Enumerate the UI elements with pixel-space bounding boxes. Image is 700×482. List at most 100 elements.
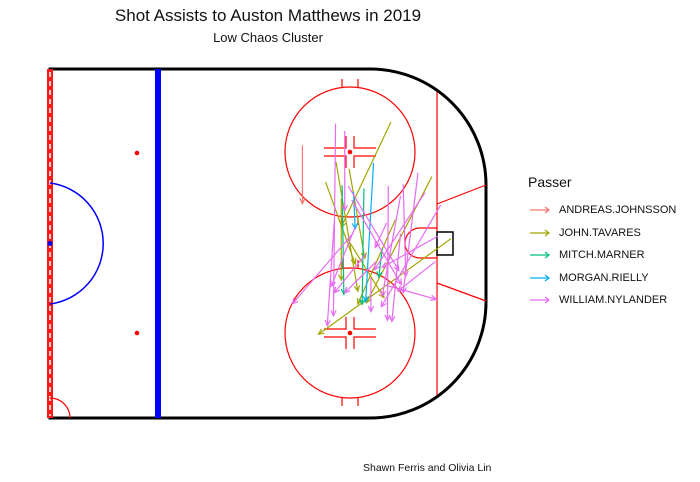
- hashmark-corner: [324, 317, 347, 330]
- assist-arrow: [291, 232, 354, 305]
- assist-arrowhead: [380, 300, 387, 308]
- assist-arrowhead: [299, 198, 306, 206]
- assist-arrowhead: [393, 264, 400, 272]
- legend-item[interactable]: ANDREAS.JOHNSSON: [528, 199, 676, 222]
- assist-arrow: [402, 172, 419, 293]
- assist-arrow: [380, 204, 442, 308]
- legend-item[interactable]: MORGAN.RIELLY: [528, 267, 676, 290]
- legend-key-arrow-icon: [530, 229, 550, 237]
- assist-arrow: [348, 168, 366, 259]
- hashmark-corner: [353, 317, 376, 330]
- legend-items: ANDREAS.JOHNSSON JOHN.TAVARES MITCH.MARNER…: [528, 199, 676, 312]
- neutral-zone-dot-top: [134, 150, 140, 156]
- hashmark-corner: [324, 336, 347, 349]
- assist-arrowhead: [324, 319, 331, 327]
- assist-arrow: [391, 233, 402, 322]
- assist-arrow: [381, 235, 439, 268]
- blue-line: [155, 69, 161, 418]
- legend: Passer ANDREAS.JOHNSSON JOHN.TAVARES MITCH…: [528, 174, 676, 312]
- faceoff-circle-top: [284, 86, 416, 218]
- legend-label: MITCH.MARNER: [559, 249, 645, 262]
- legend-item[interactable]: MITCH.MARNER: [528, 244, 676, 267]
- assist-arrow: [330, 226, 356, 287]
- assist-arrowhead: [396, 278, 403, 286]
- referee-crease: [49, 397, 71, 419]
- rink: [47, 67, 488, 420]
- faceoff-circle-bottom: [284, 267, 416, 399]
- faceoff-dot: [347, 149, 353, 155]
- assist-arrow: [344, 261, 377, 294]
- assist-arrowhead: [380, 290, 387, 298]
- legend-key-arrow-icon: [530, 206, 550, 214]
- assist-arrowhead: [350, 257, 357, 266]
- faceoff-hashmarks: [324, 79, 376, 406]
- assist-arrow: [381, 195, 402, 297]
- hashmark-corner: [324, 155, 347, 168]
- caption: Shawn Ferris and Olivia Lin: [363, 462, 492, 474]
- assist-arrow: [361, 188, 365, 305]
- assist-arrowhead: [362, 296, 370, 304]
- assist-arrow: [324, 181, 356, 265]
- assist-arrowhead: [330, 310, 337, 318]
- assist-arrowhead: [353, 285, 361, 293]
- assist-arrow: [351, 199, 402, 285]
- legend-key-arrow-icon: [530, 274, 550, 282]
- assist-arrow: [373, 192, 426, 271]
- goal-net: [436, 231, 454, 256]
- assist-arrow: [326, 221, 335, 326]
- assist-arrow: [340, 121, 392, 228]
- legend-key-arrow-icon: [530, 296, 550, 304]
- legend-item[interactable]: WILLIAM.NYLANDER: [528, 289, 676, 312]
- assist-arrow: [397, 261, 436, 292]
- assist-arrow: [335, 161, 359, 292]
- assist-arrow: [402, 184, 407, 277]
- rink-boards: [48, 67, 488, 420]
- legend-label: ANDREAS.JOHNSSON: [559, 204, 677, 217]
- trapezoid-top: [436, 184, 487, 205]
- faceoff-dot: [347, 330, 353, 336]
- assist-arrowhead: [384, 314, 391, 322]
- assist-arrowhead: [381, 262, 389, 268]
- assist-arrowhead: [365, 296, 372, 304]
- hashmark-corner: [353, 155, 376, 168]
- assist-arrow: [357, 219, 396, 305]
- assist-arrow: [378, 248, 383, 278]
- hashmark-corner: [353, 336, 376, 349]
- assist-arrow: [333, 253, 367, 294]
- assist-arrowhead: [341, 204, 348, 213]
- assist-arrowhead: [291, 297, 299, 305]
- assist-arrow: [374, 222, 388, 248]
- legend-label: MORGAN.RIELLY: [559, 271, 649, 284]
- center-faceoff-dot: [47, 241, 53, 246]
- assist-arrow: [346, 238, 385, 299]
- assist-arrow: [347, 185, 400, 271]
- hashmark-corner: [324, 136, 347, 149]
- assist-arrow: [352, 191, 356, 229]
- assist-arrow: [318, 238, 452, 335]
- assist-arrow: [341, 185, 345, 295]
- assist-arrowhead: [367, 305, 375, 314]
- assist-arrowhead: [317, 328, 325, 336]
- assist-arrowhead: [333, 286, 340, 294]
- trapezoid-bottom: [436, 282, 487, 302]
- assist-arrowhead: [430, 294, 438, 301]
- assist-arrowhead: [330, 280, 337, 288]
- assist-arrowhead: [359, 298, 366, 306]
- center-circle: [49, 182, 104, 305]
- assist-arrowhead: [351, 222, 359, 231]
- assist-arrowhead: [374, 241, 381, 249]
- neutral-zone-dot-bottom: [134, 330, 140, 336]
- assist-arrow: [365, 162, 375, 302]
- hashmark-corner: [353, 136, 376, 149]
- assist-arrowhead: [376, 271, 383, 279]
- legend-label: JOHN.TAVARES: [559, 226, 641, 239]
- assist-arrow: [386, 284, 437, 300]
- assist-arrowhead: [343, 286, 351, 294]
- legend-title: Passer: [528, 174, 572, 190]
- legend-item[interactable]: JOHN.TAVARES: [528, 222, 676, 245]
- assist-arrowhead: [373, 263, 380, 271]
- legend-key-arrow-icon: [530, 251, 550, 259]
- chart-subtitle: Low Chaos Cluster: [213, 30, 323, 45]
- assist-arrowhead: [400, 286, 407, 295]
